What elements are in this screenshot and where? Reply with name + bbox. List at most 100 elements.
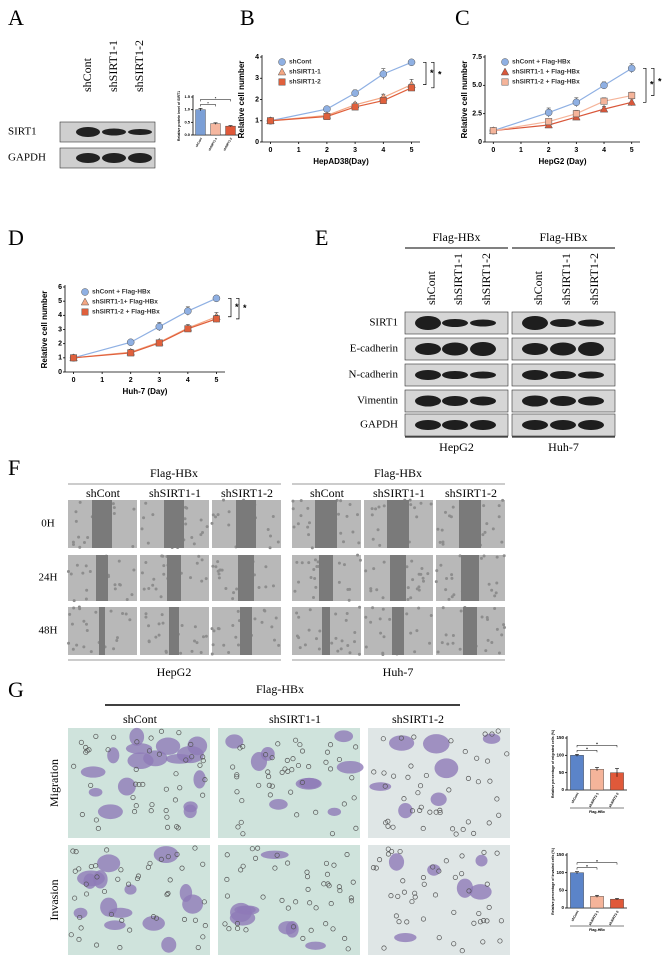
cell-texture xyxy=(415,629,419,633)
significance-label: * xyxy=(596,741,598,746)
significance-bracket xyxy=(236,297,240,320)
legend-marker xyxy=(501,58,509,66)
cell-texture xyxy=(199,651,203,655)
data-point xyxy=(70,354,78,362)
membrane-pore xyxy=(389,848,395,855)
cell-texture xyxy=(309,575,313,579)
y-tick-label: 1.5 xyxy=(184,94,190,99)
cell-texture xyxy=(184,522,188,526)
x-tick-label: 0 xyxy=(269,147,273,154)
stained-cell xyxy=(155,737,181,755)
cell-texture xyxy=(227,651,231,655)
cell-texture xyxy=(257,586,261,590)
membrane-pore xyxy=(496,812,502,818)
y-tick-label: 50 xyxy=(559,770,565,775)
legend-marker xyxy=(278,78,286,86)
cell-texture xyxy=(481,533,485,537)
cell-texture xyxy=(77,605,81,609)
cell-texture xyxy=(482,554,486,558)
panel-letter: G xyxy=(8,677,24,702)
row-label: Vimentin xyxy=(357,395,398,407)
y-tick-label: 4 xyxy=(58,312,62,319)
cell-texture xyxy=(440,641,444,645)
cell-texture xyxy=(201,531,205,535)
legend-label: shSIRT1-1 xyxy=(289,69,321,76)
cell-texture xyxy=(483,530,487,534)
cell-texture xyxy=(236,643,240,647)
data-point xyxy=(545,118,553,126)
y-tick-label: 0 xyxy=(561,787,564,792)
membrane-pore xyxy=(234,774,240,780)
cell-texture xyxy=(419,572,423,576)
y-tick-label: 2.5 xyxy=(472,111,482,118)
membrane-pore xyxy=(224,893,230,899)
membrane-pore xyxy=(415,790,421,796)
membrane-pore xyxy=(165,824,171,830)
membrane-pore xyxy=(385,851,391,857)
membrane-pore xyxy=(117,945,123,951)
membrane-pore xyxy=(226,926,232,932)
membrane-pore xyxy=(260,894,266,900)
membrane-pore xyxy=(133,781,139,787)
membrane-pore xyxy=(371,769,377,775)
membrane-pore xyxy=(295,762,302,769)
x-tick-label: 4 xyxy=(381,147,385,154)
cell-texture xyxy=(216,560,220,564)
y-tick-label: 0.0 xyxy=(184,132,190,137)
membrane-pore xyxy=(412,894,418,900)
cell-texture xyxy=(152,577,156,581)
cell-texture xyxy=(216,626,220,630)
membrane-pore xyxy=(465,819,471,825)
data-point xyxy=(627,64,636,73)
cell-texture xyxy=(435,569,439,573)
cell-texture xyxy=(406,586,410,590)
cell-texture xyxy=(500,540,504,544)
bar xyxy=(590,769,604,791)
membrane-pore xyxy=(482,731,488,737)
membrane-pore xyxy=(328,766,334,772)
membrane-pore xyxy=(192,917,199,923)
cell-texture xyxy=(212,629,216,633)
cell-texture xyxy=(297,580,301,584)
cell-texture xyxy=(200,558,204,562)
cell-texture xyxy=(117,559,121,563)
data-point xyxy=(155,322,164,331)
legend-label: shSIRT1-2 + Flag-HBx xyxy=(92,309,160,316)
membrane-pore xyxy=(395,893,401,899)
y-axis-label: Relative cell number xyxy=(237,61,246,139)
legend-marker xyxy=(500,67,510,76)
legend-label: shCont + Flag-HBx xyxy=(92,289,151,296)
cell-texture xyxy=(413,650,417,654)
cell-texture xyxy=(157,622,161,626)
stained-cell xyxy=(334,730,354,743)
x-tick-label: shSIRT1-2 xyxy=(608,792,620,808)
cell-texture xyxy=(446,642,450,646)
cell-texture xyxy=(487,582,491,586)
y-tick-label: 100 xyxy=(556,870,564,875)
cell-texture xyxy=(84,564,88,568)
cell-texture xyxy=(222,498,226,502)
transwell-image xyxy=(218,845,360,955)
stained-cell xyxy=(456,878,474,898)
membrane-pore xyxy=(321,881,327,887)
membrane-pore xyxy=(390,824,396,830)
membrane-pore xyxy=(73,849,79,855)
bar xyxy=(225,125,236,136)
cell-texture xyxy=(458,554,462,558)
cell-texture xyxy=(441,606,445,610)
cell-texture xyxy=(493,606,497,610)
cell-texture xyxy=(441,542,445,546)
membrane-pore xyxy=(293,899,299,905)
lane-label: shSIRT1-1 xyxy=(149,486,201,500)
panel-letter: C xyxy=(455,5,470,30)
legend-marker xyxy=(80,297,90,306)
membrane-pore xyxy=(436,868,442,874)
x-tick-label: shCont xyxy=(570,791,580,804)
stained-cell xyxy=(430,792,447,806)
membrane-pore xyxy=(451,941,457,947)
membrane-pore xyxy=(323,759,329,765)
membrane-pore xyxy=(381,945,387,951)
cell-texture xyxy=(112,511,116,515)
wound-gap xyxy=(240,607,252,655)
